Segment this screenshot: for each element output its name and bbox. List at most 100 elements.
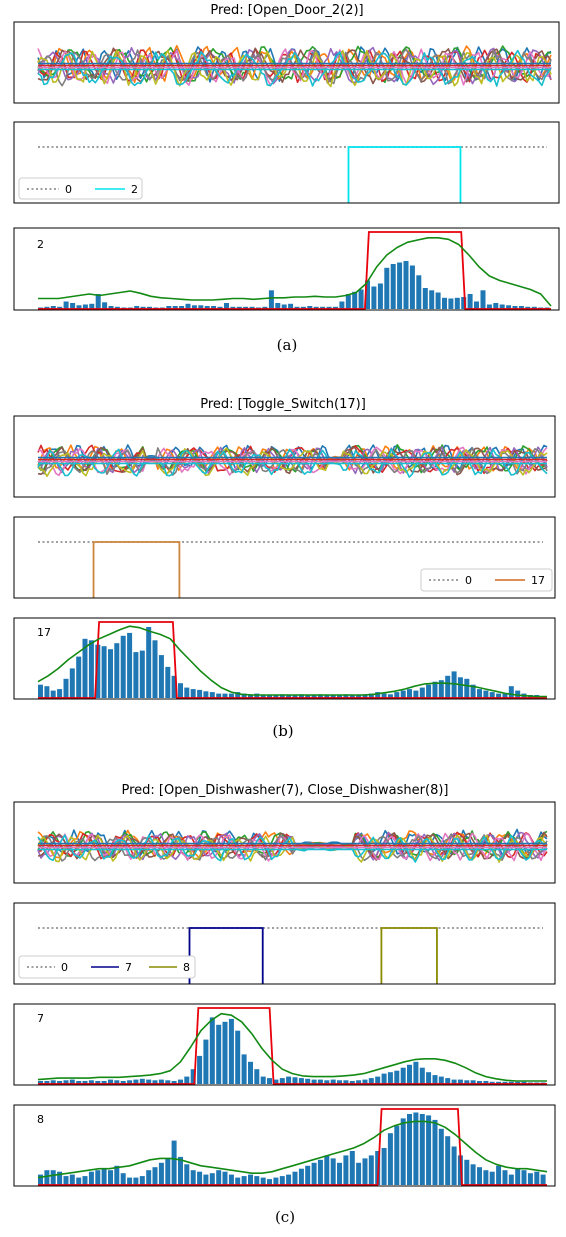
bar	[413, 690, 419, 698]
bar	[349, 1151, 355, 1185]
bar	[432, 1075, 438, 1084]
bar	[57, 306, 63, 310]
panel-c-class-plot-7	[37, 1007, 547, 1085]
bar	[275, 303, 281, 309]
legend-label-8: 8	[183, 961, 190, 974]
bar	[127, 1177, 133, 1185]
bar	[426, 1115, 432, 1185]
bar	[286, 1174, 292, 1185]
panel-b-sensor-frame	[13, 415, 556, 498]
bar	[209, 1173, 215, 1185]
bar	[407, 1064, 412, 1084]
bar	[324, 1155, 330, 1185]
bar	[197, 1055, 203, 1084]
sensor-channel-3	[37, 47, 552, 84]
bar	[368, 693, 374, 698]
bar	[502, 1170, 508, 1185]
bar	[483, 1081, 489, 1084]
bar	[146, 627, 152, 698]
bar	[387, 1133, 393, 1185]
bar	[165, 666, 171, 698]
bar	[286, 695, 292, 698]
bar	[349, 695, 355, 698]
bar	[317, 1079, 323, 1084]
bar	[63, 1080, 69, 1084]
bar	[298, 1168, 304, 1185]
legend-label-7: 7	[125, 961, 132, 974]
bar	[203, 1039, 209, 1084]
bar	[57, 689, 63, 698]
caption-c: (c)	[275, 1208, 295, 1226]
bar	[166, 306, 172, 309]
bar	[279, 694, 285, 698]
bar	[292, 1077, 298, 1084]
ground-truth-line	[38, 231, 551, 310]
bar	[249, 306, 255, 310]
bar	[286, 1076, 292, 1084]
smoothed-prediction-line	[38, 237, 552, 307]
activation-segment-17	[92, 541, 181, 598]
bar	[216, 693, 222, 698]
bar	[438, 680, 444, 698]
bar	[152, 1080, 158, 1084]
bar	[50, 306, 56, 309]
bar	[108, 649, 113, 698]
bar	[368, 1078, 374, 1084]
bar	[506, 305, 512, 310]
ground-truth-line	[38, 621, 547, 699]
bar	[493, 303, 499, 309]
panel-a-sensor-frame	[13, 21, 560, 104]
bar	[248, 1174, 253, 1185]
bar	[508, 686, 514, 698]
bar	[235, 692, 241, 698]
bar	[326, 306, 332, 310]
bar	[419, 1114, 425, 1185]
legend-box	[420, 568, 553, 592]
bar	[228, 693, 234, 698]
bar	[330, 1158, 336, 1185]
bar	[371, 286, 377, 309]
bar	[235, 1177, 241, 1185]
bar	[298, 1078, 304, 1084]
bar	[190, 1170, 196, 1185]
bar	[172, 306, 178, 309]
panel-a-sensor-plot	[37, 44, 552, 88]
bar	[305, 1165, 311, 1185]
bar	[432, 681, 438, 698]
bar	[307, 306, 313, 309]
bar	[190, 689, 196, 698]
bar	[70, 303, 76, 309]
bar	[95, 1081, 101, 1084]
bar	[114, 1165, 120, 1185]
bar	[217, 306, 223, 310]
legend-box	[18, 177, 143, 200]
panel-a-class-frame	[13, 227, 560, 311]
bar	[165, 1158, 171, 1185]
bar	[76, 305, 82, 310]
sensor-channel-7	[37, 447, 548, 476]
bar	[313, 306, 319, 310]
sensor-channel-6	[37, 446, 548, 477]
bar	[184, 1164, 190, 1185]
bar	[216, 1170, 222, 1185]
bar	[133, 1177, 139, 1185]
bar	[171, 675, 177, 698]
bar	[489, 1171, 495, 1185]
bar	[184, 687, 190, 698]
bar	[76, 1081, 82, 1084]
bar	[216, 1024, 222, 1084]
bar	[470, 684, 476, 698]
bar	[343, 694, 349, 698]
bar	[534, 1171, 540, 1185]
bar	[44, 686, 50, 698]
bar	[88, 1171, 94, 1185]
bar	[438, 1128, 444, 1185]
bar	[512, 306, 518, 309]
bar	[343, 1155, 349, 1185]
bar	[339, 301, 345, 309]
bar	[461, 297, 467, 309]
bar	[489, 1081, 495, 1084]
bar	[515, 1081, 521, 1084]
bar	[127, 1080, 133, 1084]
bar	[88, 640, 94, 698]
